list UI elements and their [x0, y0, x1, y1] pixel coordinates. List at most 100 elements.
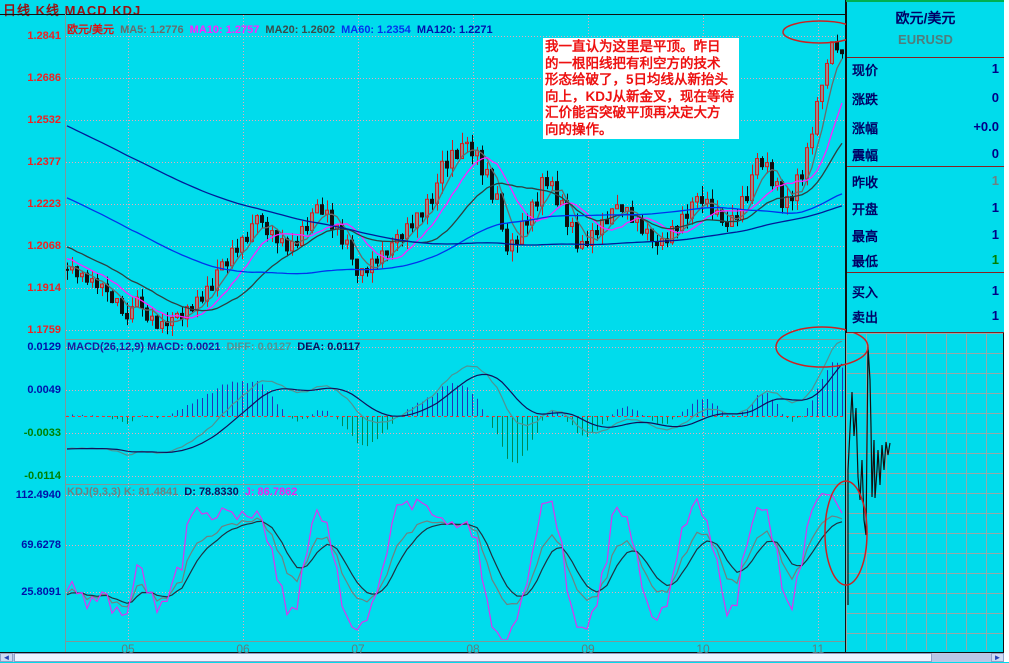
- candle: [350, 239, 354, 260]
- candle: [495, 193, 499, 200]
- candle: [805, 147, 809, 180]
- quote-row-label: 昨收: [852, 175, 879, 190]
- candle: [525, 220, 529, 226]
- month-label: 05: [121, 642, 135, 656]
- candle: [640, 217, 644, 234]
- candle: [710, 198, 714, 215]
- candle: [110, 291, 114, 304]
- quote-row-label: 买入: [852, 285, 879, 300]
- candle: [545, 177, 549, 187]
- candle: [765, 162, 769, 168]
- candle: [520, 220, 524, 245]
- quote-row: 涨跌 0: [847, 89, 1004, 107]
- scrollbar-right-button[interactable]: ►: [991, 653, 1004, 662]
- candle: [455, 149, 459, 160]
- candle: [810, 133, 814, 149]
- horizontal-scrollbar[interactable]: ◄ ►: [0, 653, 1004, 662]
- candle: [360, 268, 364, 276]
- candle: [355, 258, 359, 276]
- quote-separator: [847, 57, 1004, 58]
- legend-item: MA10: 1.2757: [189, 24, 260, 36]
- candle: [815, 100, 819, 135]
- candle: [460, 143, 464, 160]
- candle: [830, 41, 834, 64]
- candle: [270, 230, 274, 236]
- axis-label: 1.2686: [27, 72, 61, 84]
- quote-row-label: 涨跌: [852, 92, 879, 107]
- candle: [185, 306, 189, 320]
- axis-label: 1.2377: [27, 156, 61, 168]
- annotation-ellipse: [775, 326, 869, 368]
- candle: [345, 239, 349, 245]
- candle: [220, 261, 224, 271]
- candle: [535, 201, 539, 207]
- scrollbar-thumb[interactable]: [14, 653, 932, 662]
- candle: [440, 160, 444, 184]
- candle: [90, 278, 94, 283]
- legend-item: 欧元/美元: [67, 24, 115, 36]
- candle: [585, 240, 589, 246]
- quote-row-label: 涨幅: [852, 121, 879, 136]
- candle: [555, 181, 559, 206]
- candle: [120, 297, 124, 314]
- candle: [66, 268, 69, 271]
- candle: [760, 158, 764, 168]
- scrollbar-right-arrow-icon: ►: [993, 653, 1002, 662]
- annotation-ellipse: [824, 480, 868, 586]
- candle: [80, 272, 84, 278]
- candle: [745, 196, 749, 202]
- candle: [165, 321, 169, 327]
- quote-row-value: 1: [991, 308, 999, 323]
- axis-label: 1.1759: [27, 324, 61, 336]
- candle: [265, 221, 269, 236]
- scrollbar-left-button[interactable]: ◄: [0, 653, 13, 662]
- quote-panel-accent-line: [846, 0, 1004, 2]
- candle: [530, 201, 534, 226]
- month-label: 08: [466, 642, 480, 656]
- candle: [425, 198, 429, 218]
- candle: [490, 168, 494, 200]
- quote-row-value: 0: [991, 146, 999, 161]
- candle: [140, 296, 144, 309]
- candle: [115, 297, 119, 304]
- main-legend: 欧元/美元 MA5: 1.2776 MA10: 1.2757 MA20: 1.2602…: [67, 21, 499, 37]
- legend-item: MA5: 1.2776: [120, 24, 184, 36]
- candle: [160, 321, 164, 329]
- axis-label: 25.8091: [21, 586, 61, 598]
- candle: [465, 141, 469, 145]
- quote-row-value: 0: [991, 90, 999, 105]
- candle: [650, 228, 654, 242]
- candle: [150, 315, 154, 321]
- candle: [375, 258, 379, 264]
- tick-price-line: [847, 346, 891, 605]
- legend-item: MA60: 1.2354: [341, 24, 411, 36]
- macd-layer: [66, 341, 845, 464]
- quote-row-value: 1: [991, 227, 999, 242]
- quote-row-label: 开盘: [852, 202, 879, 217]
- legend-item: KDJ(9,3,3) K: 81.4841: [67, 486, 179, 498]
- candle: [285, 238, 289, 252]
- legend-item: DEA: 0.0117: [297, 341, 361, 353]
- quote-row: 最高 1: [847, 226, 1004, 244]
- candle: [480, 149, 484, 176]
- candle: [775, 181, 779, 187]
- candle: [365, 268, 369, 274]
- candle: [670, 225, 674, 244]
- kdj-legend: KDJ(9,3,3) K: 81.4841 D: 78.8330 J: 86.786…: [67, 486, 303, 498]
- quote-row-label: 震幅: [852, 148, 879, 163]
- candle: [280, 238, 284, 244]
- candle: [230, 247, 234, 267]
- candle: [315, 204, 319, 214]
- axis-label: 1.2841: [27, 30, 61, 42]
- legend-item: MACD(26,12,9) MACD: 0.0021: [67, 341, 221, 353]
- candle: [840, 49, 844, 55]
- candle: [825, 62, 829, 86]
- candle: [410, 223, 414, 229]
- candle: [210, 285, 214, 291]
- candle: [195, 296, 199, 312]
- axis-label: 1.2223: [27, 198, 61, 210]
- candle: [320, 204, 324, 215]
- quote-row-label: 现价: [852, 63, 879, 78]
- month-label: 10: [696, 642, 710, 656]
- candle: [770, 162, 774, 187]
